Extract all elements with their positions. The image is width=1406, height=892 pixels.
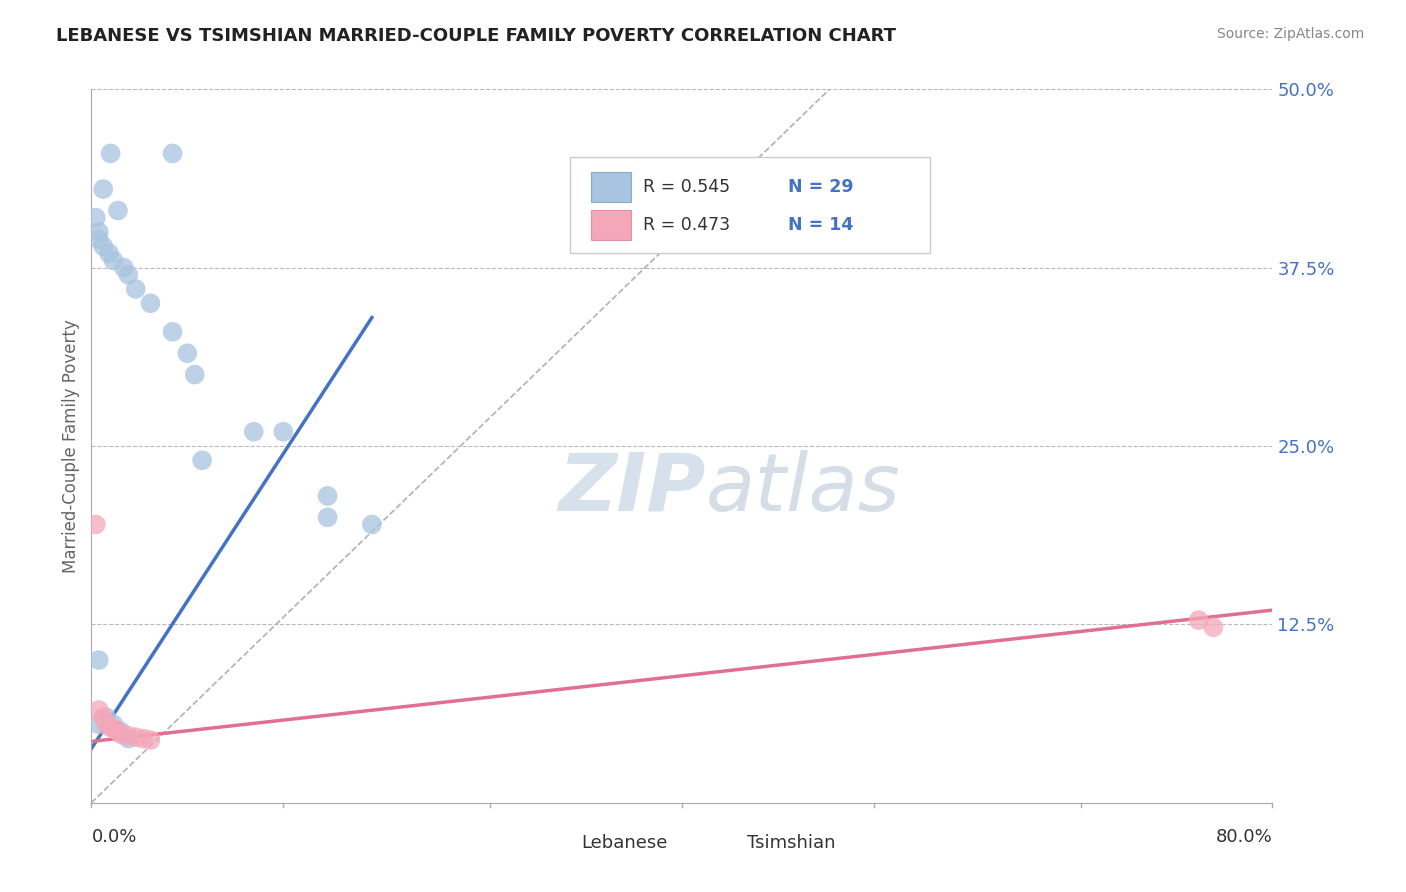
Text: LEBANESE VS TSIMSHIAN MARRIED-COUPLE FAMILY POVERTY CORRELATION CHART: LEBANESE VS TSIMSHIAN MARRIED-COUPLE FAM…: [56, 27, 896, 45]
Point: [87, 653, 110, 667]
Point: [139, 733, 162, 747]
Point: [191, 453, 214, 467]
Point: [176, 346, 198, 360]
Point: [100, 720, 122, 734]
Point: [91, 710, 114, 724]
Point: [87, 717, 110, 731]
Point: [132, 731, 155, 746]
FancyBboxPatch shape: [531, 835, 567, 856]
Point: [124, 282, 148, 296]
Y-axis label: Married-Couple Family Poverty: Married-Couple Family Poverty: [62, 319, 80, 573]
Text: N = 29: N = 29: [789, 178, 853, 196]
FancyBboxPatch shape: [697, 835, 731, 856]
Text: atlas: atlas: [706, 450, 900, 528]
Point: [107, 724, 129, 739]
Point: [316, 489, 339, 503]
Point: [117, 268, 139, 282]
Point: [117, 731, 139, 746]
Text: Lebanese: Lebanese: [582, 835, 668, 853]
Text: Source: ZipAtlas.com: Source: ZipAtlas.com: [1216, 27, 1364, 41]
Point: [360, 517, 382, 532]
Point: [103, 717, 125, 731]
Point: [103, 722, 125, 736]
Point: [103, 253, 125, 268]
Point: [84, 211, 107, 225]
Point: [1187, 613, 1209, 627]
Text: R = 0.545: R = 0.545: [643, 178, 730, 196]
Text: R = 0.473: R = 0.473: [643, 216, 730, 234]
Point: [87, 225, 110, 239]
Point: [117, 729, 139, 743]
Point: [91, 182, 114, 196]
Point: [124, 730, 148, 744]
Point: [87, 703, 110, 717]
Point: [316, 510, 339, 524]
Point: [273, 425, 295, 439]
Point: [183, 368, 207, 382]
Point: [162, 146, 184, 161]
Point: [96, 717, 118, 731]
Text: Tsimshian: Tsimshian: [747, 835, 835, 853]
Point: [162, 325, 184, 339]
Point: [91, 239, 114, 253]
Point: [87, 232, 110, 246]
Point: [84, 517, 107, 532]
Point: [112, 260, 135, 275]
Point: [139, 296, 162, 310]
Point: [107, 203, 129, 218]
Point: [96, 710, 118, 724]
Point: [110, 727, 132, 741]
Text: ZIP: ZIP: [558, 450, 706, 528]
Text: 0.0%: 0.0%: [91, 828, 136, 846]
Text: 80.0%: 80.0%: [1216, 828, 1272, 846]
Point: [100, 146, 122, 161]
FancyBboxPatch shape: [591, 172, 631, 202]
FancyBboxPatch shape: [591, 210, 631, 240]
Point: [110, 724, 132, 739]
Point: [98, 246, 121, 260]
Text: N = 14: N = 14: [789, 216, 853, 234]
FancyBboxPatch shape: [569, 157, 929, 253]
Point: [243, 425, 266, 439]
Point: [1202, 620, 1225, 634]
